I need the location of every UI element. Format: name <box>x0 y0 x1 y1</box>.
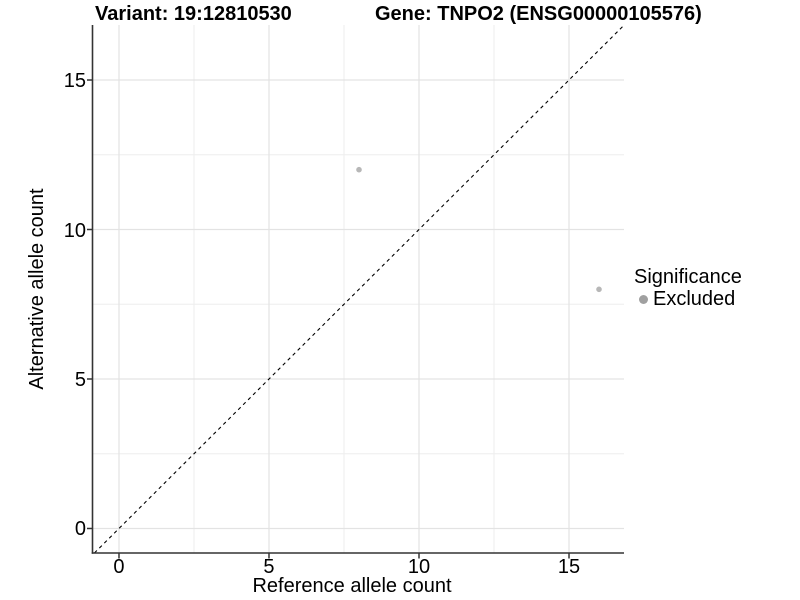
legend-item-label: Excluded <box>653 288 736 310</box>
legend: Significance Excluded <box>634 266 742 310</box>
x-tick-label: 0 <box>113 556 125 578</box>
y-tick-label: 10 <box>63 219 86 242</box>
plot-title-variant: Variant: 19:12810530 <box>95 3 292 25</box>
identity-line <box>94 24 625 554</box>
y-axis-label: Alternative allele count <box>26 188 48 390</box>
x-tick-label: 10 <box>407 556 431 578</box>
legend-title: Significance <box>634 266 742 288</box>
y-tick-label: 0 <box>74 518 86 541</box>
x-tick-label: 15 <box>557 556 581 578</box>
data-point-excluded <box>356 166 362 173</box>
y-tick-label: 15 <box>63 70 86 92</box>
x-axis-label: Reference allele count <box>252 575 452 597</box>
data-point-excluded <box>596 286 602 293</box>
y-tick-label: 5 <box>74 368 86 391</box>
legend-point-icon <box>639 294 648 304</box>
legend-item-excluded: Excluded <box>634 288 742 310</box>
x-tick-label: 5 <box>263 556 275 578</box>
plot-title-gene: Gene: TNPO2 (ENSG00000105576) <box>375 3 702 25</box>
